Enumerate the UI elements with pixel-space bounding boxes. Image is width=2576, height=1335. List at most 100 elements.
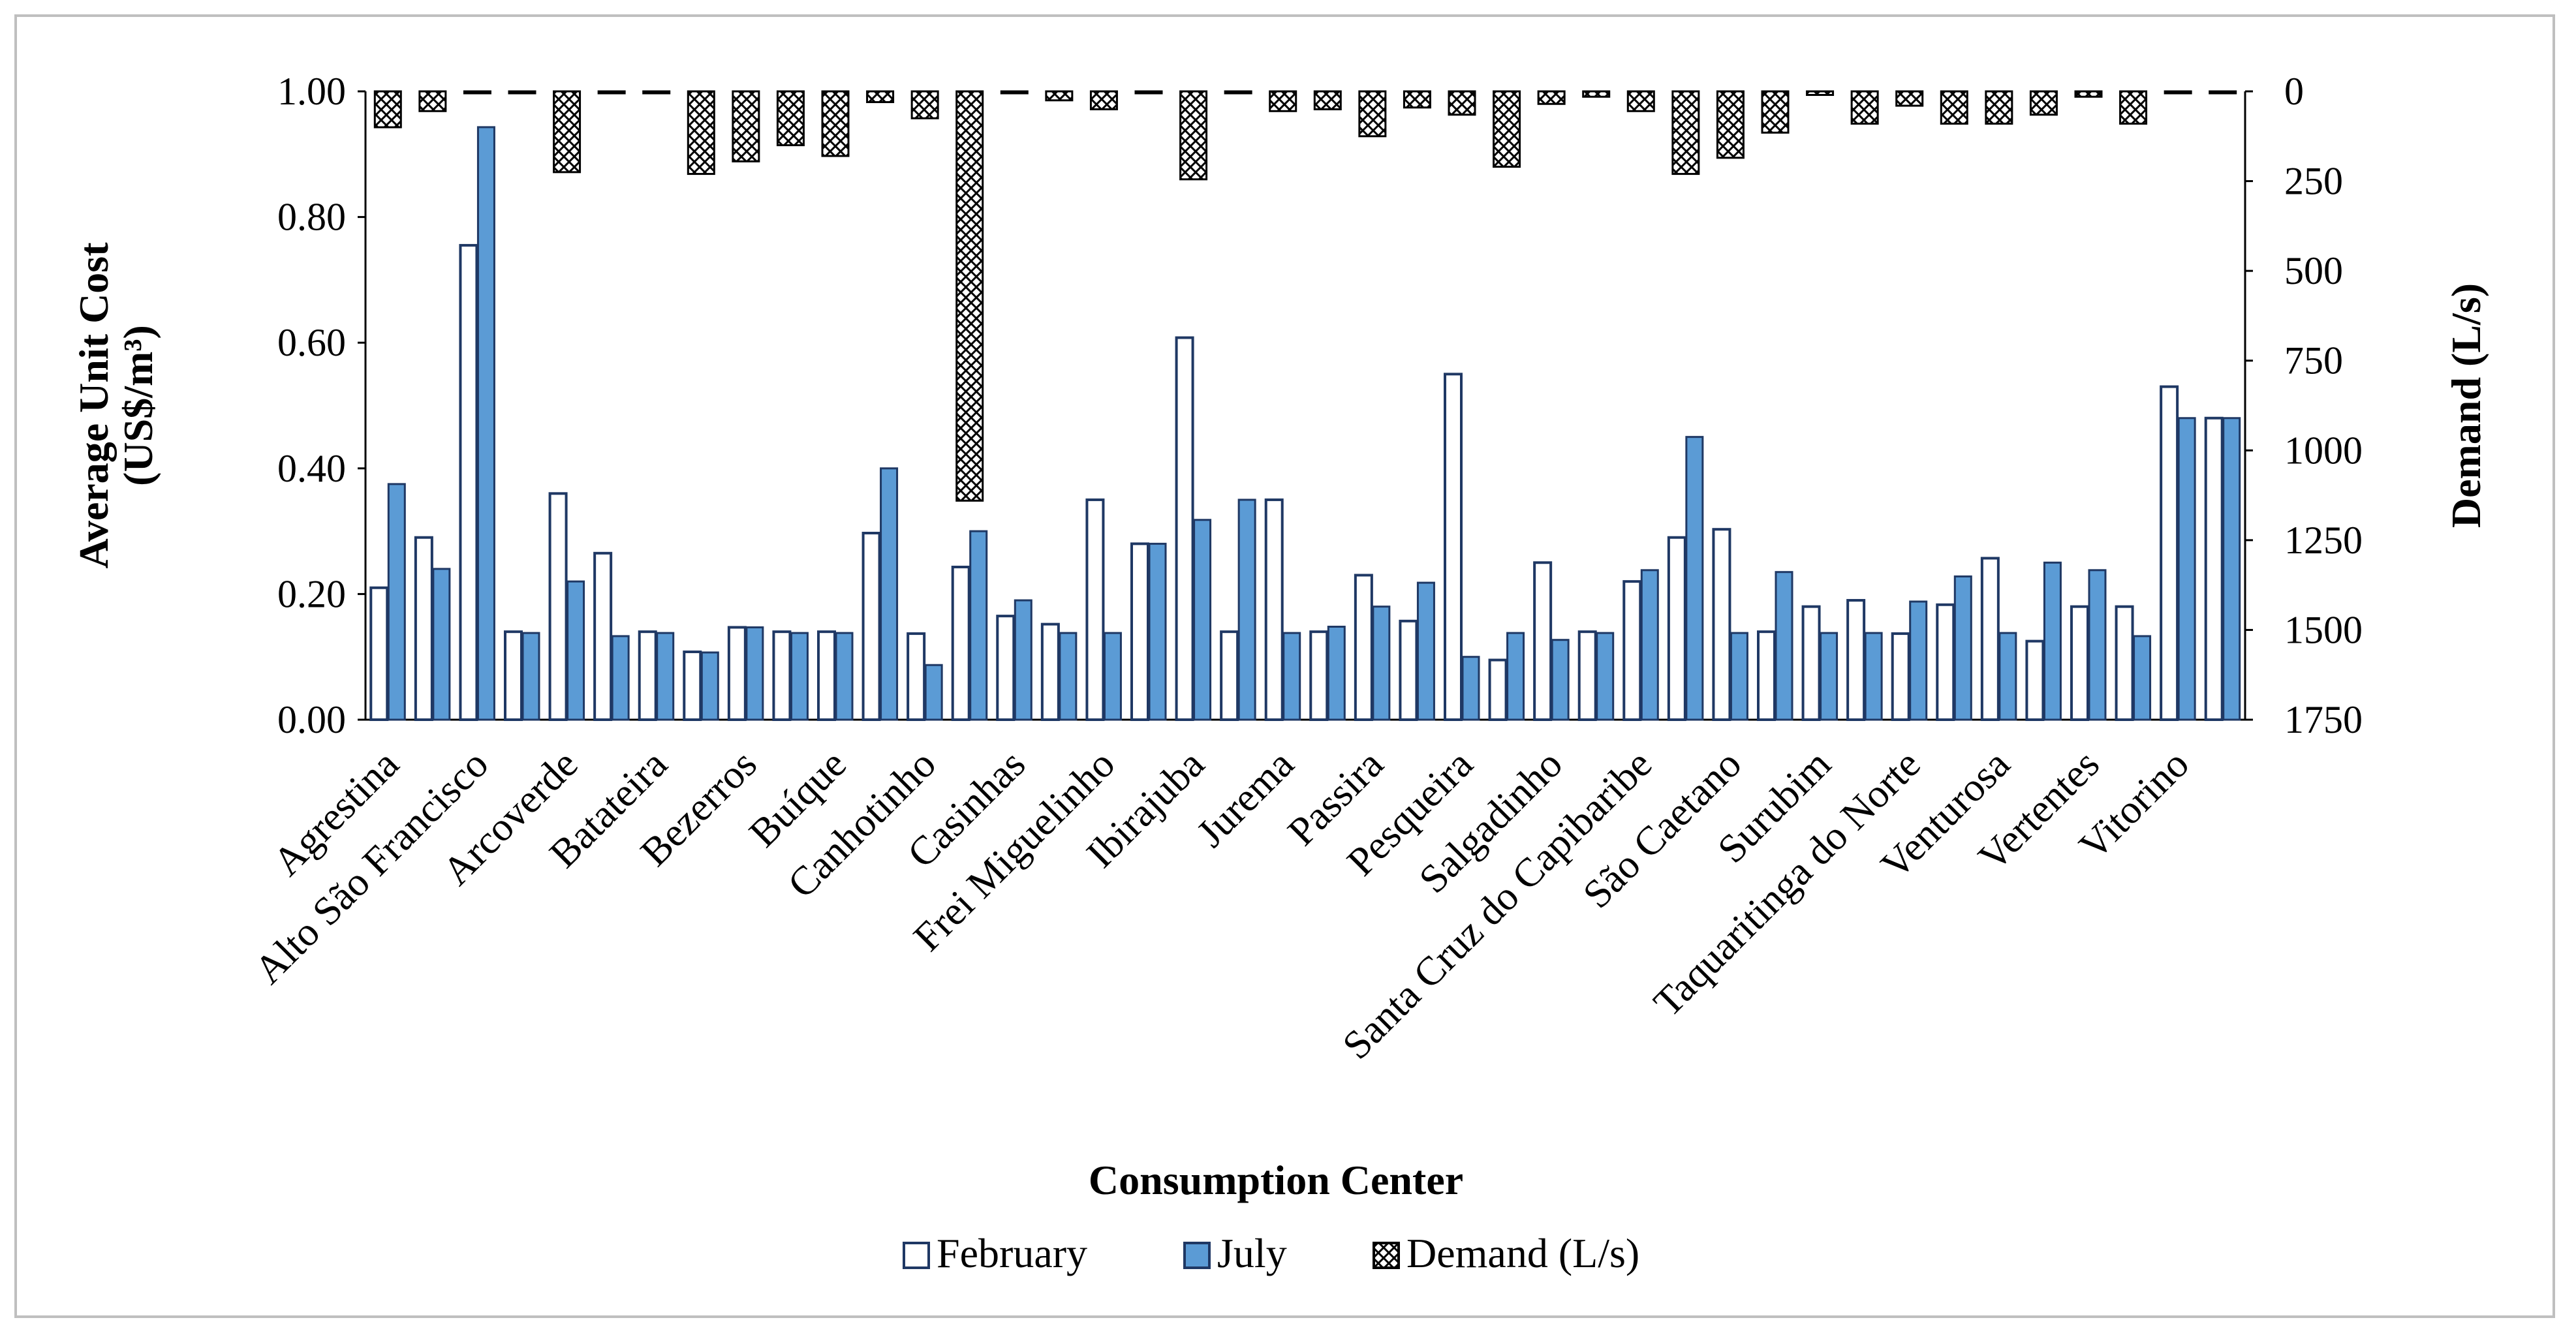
bar-february	[2160, 385, 2179, 721]
bar-demand	[1179, 90, 1208, 181]
bar-july	[745, 626, 764, 721]
bar-february	[1577, 630, 1597, 721]
bar-july	[1193, 519, 1212, 721]
bar-july	[1059, 632, 1078, 721]
bar-demand	[553, 90, 582, 174]
bar-demand	[776, 90, 805, 147]
bar-february	[683, 650, 702, 721]
y2-axis-label: Demand (L/s)	[2443, 283, 2489, 528]
bar-demand	[2164, 90, 2192, 95]
bar-demand	[1000, 90, 1029, 95]
bar-february	[1980, 557, 2000, 721]
bar-february	[1846, 599, 1866, 722]
bar-demand	[2074, 90, 2103, 98]
bar-july	[1282, 632, 1301, 721]
bar-july	[1596, 632, 1615, 721]
bar-demand	[687, 90, 715, 176]
bar-july	[700, 651, 719, 721]
bar-demand	[463, 90, 491, 95]
x-axis-label: Consumption Center	[1089, 1157, 1463, 1203]
bar-july	[835, 632, 854, 721]
bar-july	[2133, 635, 2152, 721]
bar-february	[1488, 658, 1508, 722]
bar-july	[1416, 581, 1435, 721]
right-tick-label: 0	[2284, 70, 2304, 113]
bar-february	[1040, 622, 1060, 722]
bar-february	[1622, 580, 1642, 722]
bar-july	[1775, 571, 1793, 721]
bar-july	[566, 580, 585, 721]
right-tick-label: 750	[2284, 339, 2343, 382]
bar-february	[1399, 619, 1418, 722]
bar-july	[1506, 632, 1525, 721]
bar-february	[2025, 639, 2045, 721]
y-axis-label: Average Unit Cost(US$/m³)	[70, 242, 161, 569]
bar-february	[1354, 574, 1373, 722]
legend-demand-label: Demand (L/s)	[1406, 1230, 1639, 1276]
bar-demand	[1806, 90, 1835, 97]
bar-demand	[642, 90, 671, 95]
bar-february	[1712, 528, 1731, 721]
bar-july	[432, 568, 451, 721]
bar-february	[1801, 605, 1821, 721]
bar-july	[611, 635, 630, 721]
bar-july	[1148, 542, 1167, 721]
bar-demand	[373, 90, 402, 129]
bar-july	[1014, 599, 1032, 721]
bar-demand	[1089, 90, 1118, 111]
bar-february	[817, 630, 836, 721]
bar-july	[790, 632, 809, 721]
bar-february	[2070, 605, 2089, 721]
bar-july	[387, 483, 406, 721]
x-tick-label: Jurema	[1188, 742, 1303, 856]
bar-february	[504, 630, 523, 721]
left-tick-label: 0.60	[277, 321, 346, 364]
bar-demand	[1448, 90, 1476, 116]
bar-february	[1936, 603, 1955, 721]
bar-july	[1640, 569, 1659, 721]
bar-demand	[1626, 90, 1655, 112]
legend-july-label: July	[1217, 1230, 1287, 1276]
bar-demand	[1045, 90, 1074, 102]
bar-demand	[2029, 90, 2058, 116]
bar-february	[951, 565, 970, 722]
bar-february	[1757, 630, 1776, 721]
bar-demand	[418, 90, 447, 112]
bar-demand	[821, 90, 850, 157]
bar-july	[1820, 632, 1839, 721]
bar-february	[1130, 542, 1149, 721]
bar-demand	[1313, 90, 1342, 111]
legend-february-label: February	[937, 1230, 1087, 1276]
bar-february	[1085, 498, 1105, 721]
bar-february	[2204, 416, 2224, 721]
bar-july	[1237, 499, 1256, 721]
bar-july	[656, 632, 675, 721]
bar-demand	[1716, 90, 1745, 159]
bar-july	[1372, 606, 1391, 721]
left-tick-label: 1.00	[277, 70, 346, 113]
bar-demand	[1358, 90, 1387, 138]
bar-february	[1220, 630, 1239, 721]
bar-february	[2115, 605, 2134, 721]
legend: February July Demand (L/s)	[903, 1230, 1639, 1276]
right-tick-label: 1250	[2284, 519, 2363, 562]
bar-february	[996, 615, 1016, 721]
left-tick-label: 0.20	[277, 572, 346, 615]
bar-july	[1864, 632, 1883, 721]
bar-july	[521, 632, 540, 721]
right-tick-label: 1000	[2284, 429, 2363, 472]
bar-demand	[1761, 90, 1790, 134]
bar-february	[414, 536, 433, 721]
bar-demand	[1582, 90, 1611, 98]
bar-july	[1551, 639, 1570, 721]
bar-february	[1533, 561, 1553, 721]
left-tick-label: 0.80	[277, 196, 346, 239]
left-tick-label: 0.00	[277, 698, 346, 741]
bar-demand	[1671, 90, 1700, 176]
bar-demand	[1895, 90, 1924, 107]
bar-demand	[732, 90, 760, 162]
bar-july	[1998, 632, 2017, 721]
right-tick-label: 500	[2284, 249, 2343, 292]
bar-demand	[1269, 90, 1297, 112]
